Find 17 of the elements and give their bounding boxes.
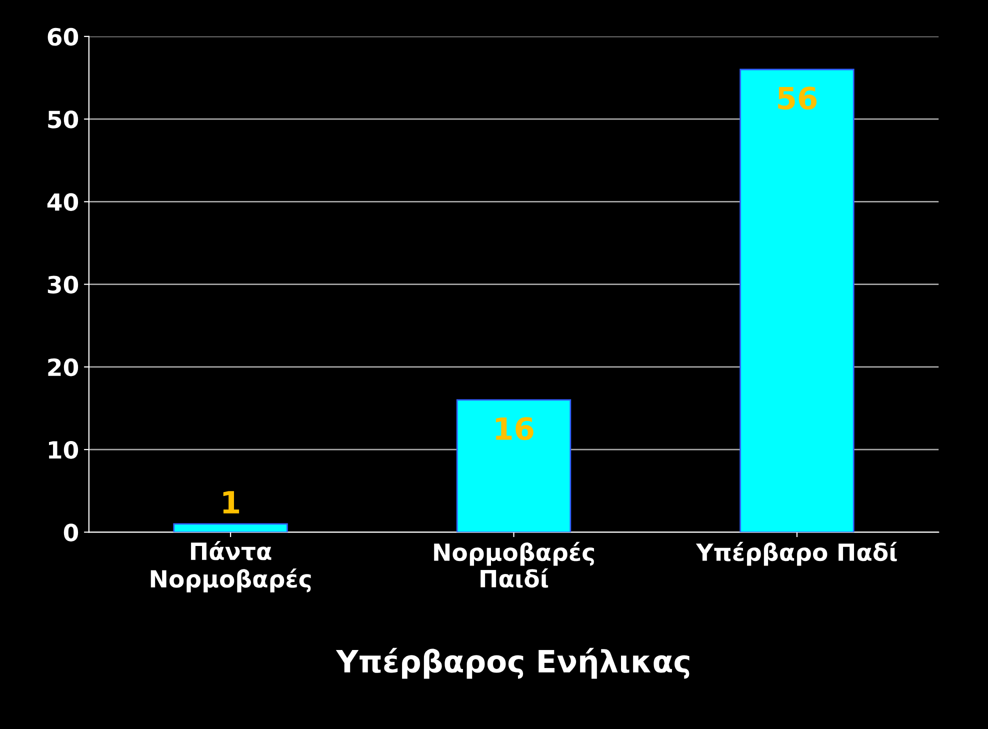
- data-label: 1: [223, 491, 240, 514]
- y-tick-label: 30: [48, 276, 78, 294]
- y-tick-label: 60: [48, 28, 78, 46]
- x-tick-label: Υπέρβαρο Παδί: [696, 542, 897, 566]
- data-label: 16: [496, 417, 534, 440]
- bar: [173, 523, 288, 532]
- x-tick-label: Πάντα Νορμοβαρές: [150, 540, 311, 592]
- data-label: 56: [778, 86, 817, 110]
- y-tick-label: 20: [48, 358, 78, 376]
- y-tick-label: 50: [48, 110, 78, 128]
- y-tick-label: 40: [47, 193, 78, 211]
- bar: [740, 68, 854, 532]
- bar: [456, 399, 572, 532]
- x-tick-label: Νορμοβαρές Παιδί: [434, 542, 594, 588]
- y-tick-label: 10: [49, 440, 78, 459]
- x-axis-title: Υπέρβαρος Ενήλικας: [336, 648, 690, 679]
- y-tick-label: 0: [64, 524, 78, 542]
